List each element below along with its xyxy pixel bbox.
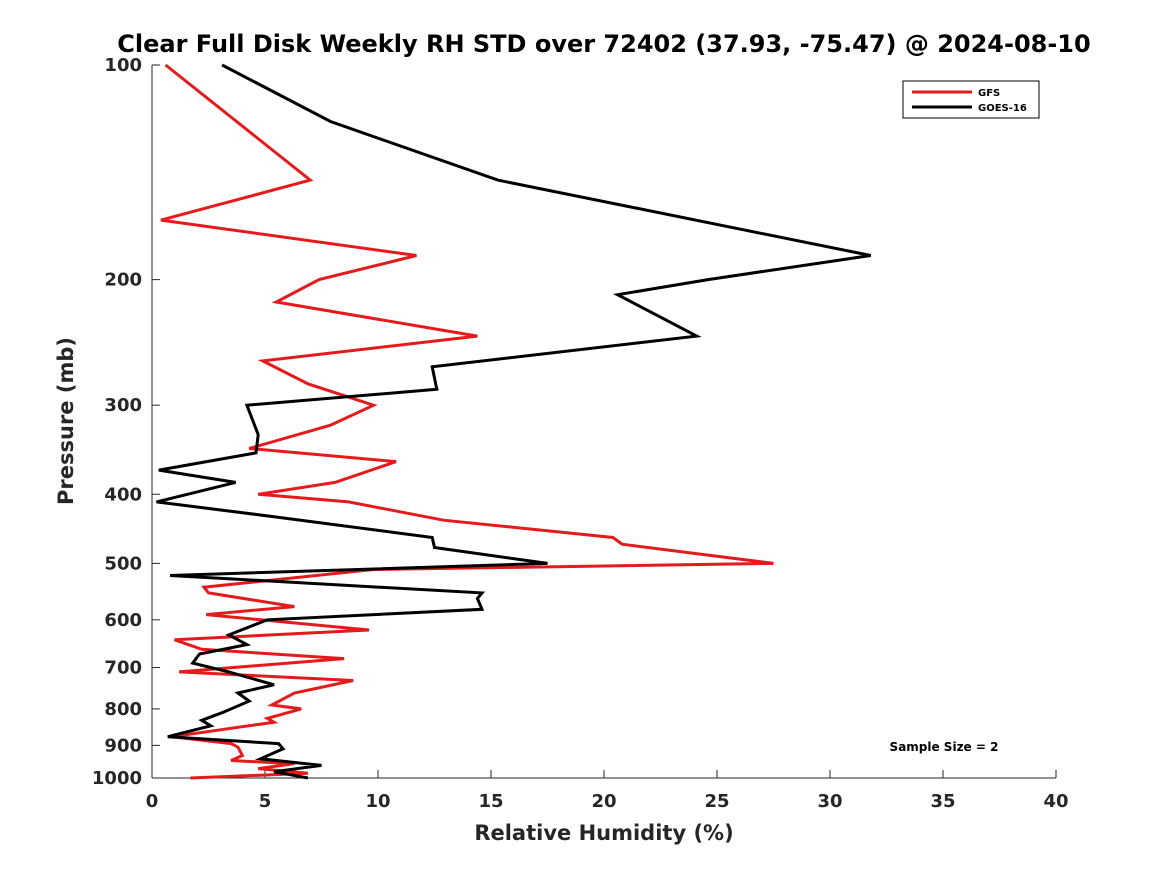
- x-tick-label: 15: [478, 791, 503, 812]
- y-tick-label: 600: [104, 610, 142, 631]
- series-layer: [156, 63, 871, 780]
- y-tick-label: 1000: [92, 768, 142, 789]
- legend-box: [902, 80, 1040, 119]
- legend-label-gfs: GFS: [978, 88, 1000, 99]
- legend: GFS GOES-16: [902, 80, 1040, 119]
- series-line-gfs: [160, 63, 774, 780]
- ticks: 0 5 10 15 20 25 30 35 40 100 200 300 400 500 600 700 800…: [92, 55, 1069, 812]
- x-tick-label: 0: [146, 791, 159, 812]
- chart-title: Clear Full Disk Weekly RH STD over 72402…: [117, 30, 1090, 58]
- x-tick-label: 20: [591, 791, 616, 812]
- x-tick-label: 35: [930, 791, 955, 812]
- legend-label-goes16: GOES-16: [978, 103, 1027, 114]
- x-tick-label: 30: [817, 791, 842, 812]
- sample-size-annotation: Sample Size = 2: [890, 740, 999, 754]
- y-tick-label: 700: [104, 658, 142, 679]
- x-tick-label: 40: [1043, 791, 1068, 812]
- y-tick-label: 400: [104, 484, 142, 505]
- series-line-goes16: [156, 63, 871, 780]
- y-tick-label: 500: [104, 553, 142, 574]
- x-tick-label: 25: [704, 791, 729, 812]
- x-tick-label: 10: [365, 791, 390, 812]
- y-tick-label: 200: [104, 270, 142, 291]
- x-tick-label: 5: [259, 791, 272, 812]
- plot-area: [151, 65, 1056, 779]
- x-axis-label: Relative Humidity (%): [474, 821, 733, 845]
- y-tick-label: 800: [104, 699, 142, 720]
- y-axis-label: Pressure (mb): [54, 337, 78, 505]
- y-tick-label: 100: [104, 55, 142, 76]
- y-tick-label: 300: [104, 395, 142, 416]
- y-tick-label: 900: [104, 735, 142, 756]
